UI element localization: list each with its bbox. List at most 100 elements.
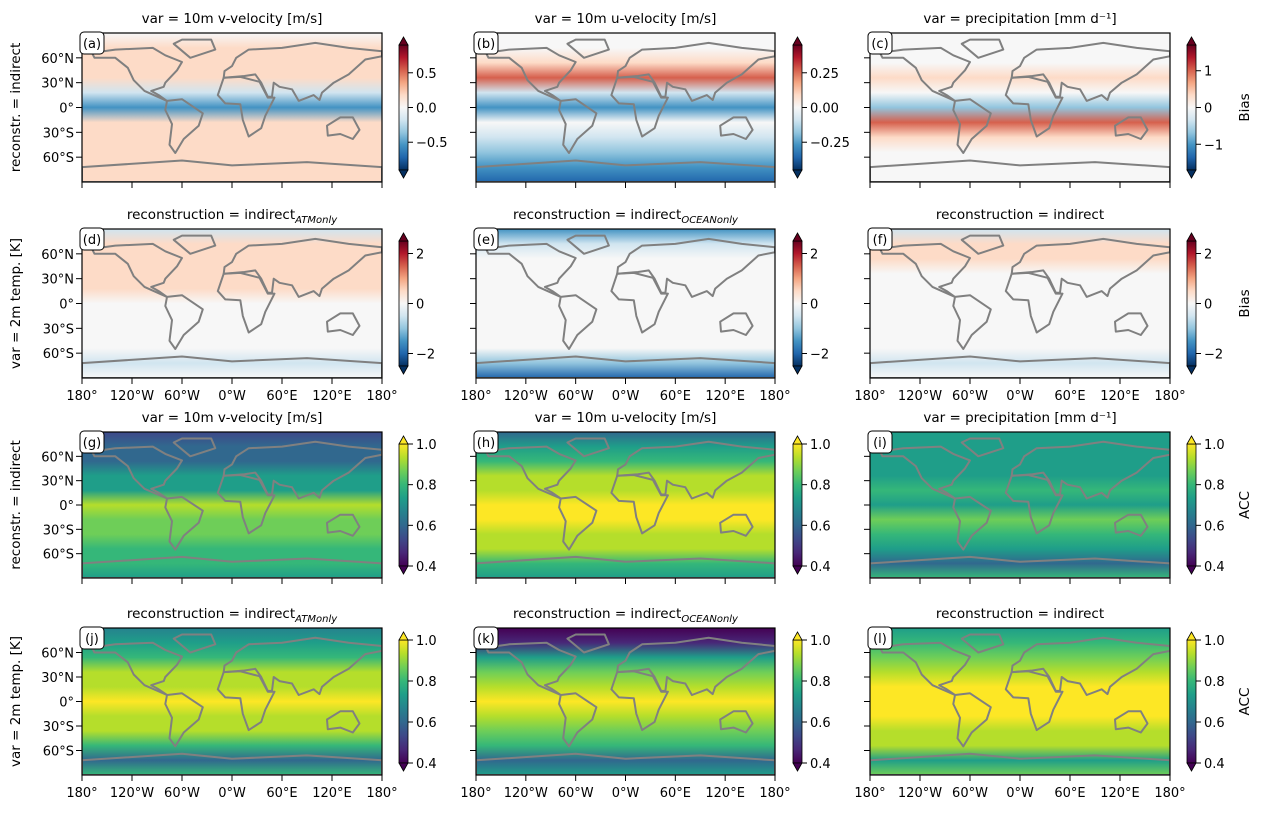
colorbar-body (792, 639, 803, 764)
x-tick-label: 60°W (164, 389, 200, 404)
colorbar-extend-bottom (398, 169, 409, 179)
coastline (566, 633, 610, 654)
y-tick-label: 30°N (41, 273, 74, 288)
coastline (172, 234, 217, 255)
x-tick-label: 60°W (164, 786, 200, 801)
colorbar: 0.5 0.0 −0.5 (398, 36, 448, 179)
colorbar-tick-label: 0.6 (416, 716, 437, 731)
panel-letter: (i) (873, 436, 887, 451)
coastline (326, 513, 361, 537)
colorbar-label: ACC (1237, 491, 1253, 519)
map-field (476, 432, 775, 578)
coastline (1010, 237, 1170, 298)
coastline (960, 234, 1005, 255)
coastline (1010, 440, 1170, 500)
colorbar-extend-bottom (792, 762, 803, 772)
colorbar-extend-top (792, 631, 803, 641)
colorbar-tick-label: 0 (1204, 102, 1212, 117)
y-tick-label: 30°S (43, 322, 74, 337)
colorbar-body (1186, 443, 1197, 567)
coastline (91, 445, 183, 500)
coastline (558, 294, 598, 350)
panel-letter-box (867, 227, 893, 251)
colorbar-extend-top (1186, 631, 1197, 641)
panel-letter: (a) (83, 37, 101, 52)
panel-letter-box (79, 626, 105, 650)
coastline (870, 555, 1170, 578)
panel-b: (b) var = 10m u-velocity [m/s] 0.25 0.00 −0.… (470, 11, 850, 188)
map-field (476, 229, 775, 378)
coastline (719, 116, 754, 140)
colorbar-extend-bottom (1186, 565, 1197, 575)
colorbar-tick-label: −2 (1204, 348, 1223, 363)
coastline (616, 636, 775, 696)
colorbar-extend-top (1186, 435, 1197, 445)
x-tick-label: 180° (1154, 786, 1185, 801)
coastline (879, 242, 971, 298)
colorbar-tick-label: 0.4 (416, 757, 437, 772)
panel-title: reconstruction = indirectOCEANonly (513, 606, 739, 625)
x-tick-label: 120°W (504, 389, 548, 404)
x-tick-label: 120°E (312, 389, 352, 404)
map-field (476, 33, 775, 182)
panel-letter-box (867, 430, 893, 454)
x-tick-label: 0°W (612, 786, 640, 801)
map-field (476, 628, 775, 775)
y-tick-label: 0° (59, 102, 74, 117)
coastlines (476, 437, 775, 578)
coastline (960, 437, 1005, 458)
title-main: var = 10m v-velocity [m/s] (142, 410, 323, 426)
x-tick-label: 180° (1154, 389, 1185, 404)
colorbar-tick-label: 0.4 (1204, 757, 1225, 772)
panel-i: (i) var = precipitation [mm d⁻¹] 1.0 0.8 0.6… (864, 410, 1253, 584)
title-main: var = 10m u-velocity [m/s] (535, 410, 717, 426)
coastlines (82, 437, 382, 578)
colorbar-extend-top (398, 232, 409, 242)
colorbar-extend-bottom (1186, 365, 1197, 375)
title-subscript: OCEANonly (681, 614, 739, 625)
coastline (476, 555, 775, 578)
colorbar-tick-label: 1.0 (810, 438, 831, 453)
colorbar-tick-label: 0.8 (810, 675, 831, 690)
panel-letter-box (473, 227, 499, 251)
colorbar-tick-label: 1.0 (1204, 438, 1225, 453)
x-tick-label: 60°E (266, 786, 297, 801)
row-label: reconstr. = indirect (8, 440, 24, 570)
colorbar-body (1186, 240, 1197, 367)
colorbar-extend-top (398, 36, 409, 46)
coastline (172, 437, 217, 458)
panel-f: (f) reconstruction = indirect 180° 120°W 60°… (854, 207, 1253, 404)
x-tick-label: 0°W (218, 389, 246, 404)
x-tick-label: 120°W (110, 786, 154, 801)
panel-title: var = 10m v-velocity [m/s] (142, 410, 323, 426)
y-tick-label: 30°N (41, 475, 74, 490)
coastline (719, 312, 754, 336)
colorbar-label: Bias (1237, 93, 1253, 121)
panel-letter: (l) (873, 632, 887, 647)
coastline (719, 710, 754, 734)
x-tick-label: 0°W (612, 389, 640, 404)
coastline (476, 355, 775, 378)
colorbar-tick-label: 1 (1204, 65, 1212, 80)
panel-letter-box (473, 430, 499, 454)
coastline (719, 513, 754, 537)
colorbar-extend-top (398, 435, 409, 445)
y-tick-label: 30°N (41, 671, 74, 686)
x-tick-label: 120°W (504, 786, 548, 801)
coastline (558, 495, 598, 551)
colorbar-tick-label: 1.0 (810, 634, 831, 649)
coastline (558, 98, 598, 154)
colorbar-tick-label: 0 (1204, 298, 1212, 313)
x-tick-label: 180° (759, 389, 790, 404)
y-tick-label: 30°S (43, 720, 74, 735)
colorbar-extend-bottom (792, 565, 803, 575)
x-tick-label: 180° (854, 786, 885, 801)
coastline (164, 98, 204, 154)
panel-letter: (c) (871, 37, 888, 52)
colorbar-tick-label: 0.6 (810, 716, 831, 731)
panel-title: var = 10m u-velocity [m/s] (535, 11, 717, 27)
coastline (172, 633, 217, 654)
colorbar-tick-label: 0.8 (810, 479, 831, 494)
